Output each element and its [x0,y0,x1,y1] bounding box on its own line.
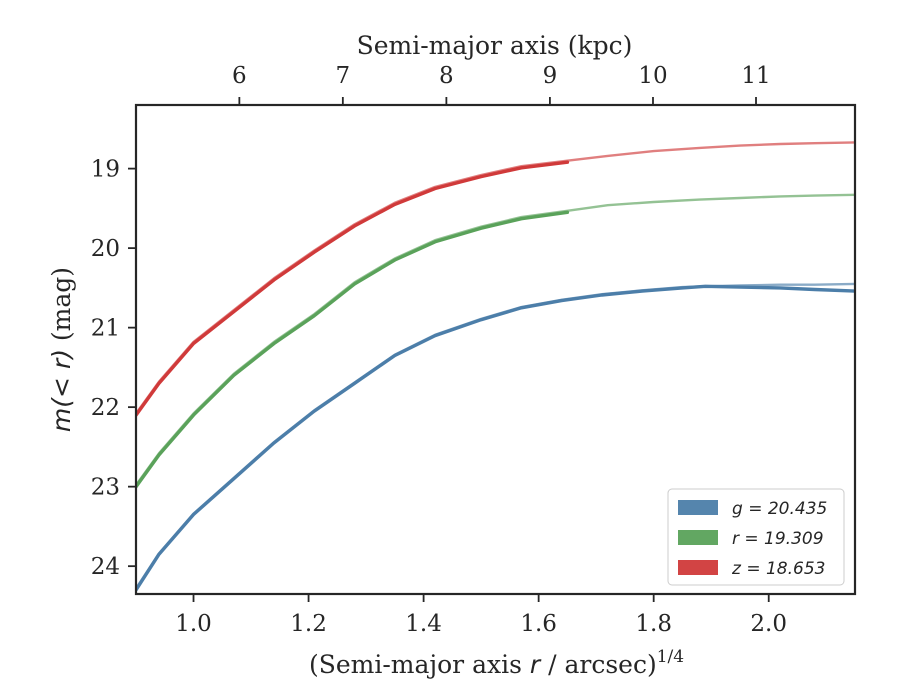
x-axis-title-prefix: (Semi-major axis [309,650,530,679]
y-tick-label: 21 [91,316,120,342]
fit-line-r [136,193,855,486]
legend: g = 20.435 r = 19.309 z = 18.653 [667,488,845,586]
top-x-tick-label: 6 [232,63,247,89]
top-x-axis: 6 7 8 9 10 11 [232,63,771,105]
x-axis-title: (Semi-major axis r / arcsec)1/4 [309,647,684,679]
top-x-tick-label: 8 [439,63,454,89]
x-tick-label: 1.4 [405,611,442,637]
top-x-tick-label: 11 [741,63,770,89]
legend-label-z: z = 18.653 [731,559,825,579]
data-lines-layer [136,160,855,592]
top-x-tick-label: 10 [638,63,667,89]
top-x-tick-label: 9 [543,63,558,89]
y-tick-label: 20 [91,236,120,262]
legend-label-g: g = 20.435 [732,499,827,519]
y-tick-label: 24 [91,554,120,580]
y-tick-label: 19 [91,157,120,183]
x-tick-label: 1.2 [290,611,327,637]
x-axis-title-var: r [530,650,542,679]
series-line-z [136,160,570,417]
x-axis-title-suffix: / arcsec) [540,650,657,679]
legend-swatch-z [678,560,718,575]
x-tick-label: 1.6 [520,611,557,637]
bottom-x-axis: 1.0 1.2 1.4 1.6 1.8 2.0 [175,594,787,637]
top-x-tick-label: 7 [336,63,351,89]
y-axis-title-units: (mag) [47,267,76,349]
legend-label-r: r = 19.309 [732,529,824,549]
top-x-axis-title: Semi-major axis (kpc) [357,31,633,60]
plot-frame [134,103,857,596]
series-line-r [136,210,570,489]
legend-swatch-r [678,530,718,545]
x-tick-label: 1.8 [635,611,672,637]
x-axis-title-sup: 1/4 [657,647,684,667]
fit-line-z [136,141,855,415]
y-tick-label: 22 [91,395,120,421]
legend-swatch-g [678,500,718,515]
y-axis-title-math: m(< r) [47,349,76,432]
x-tick-label: 2.0 [750,611,787,637]
series-line-g [136,284,855,592]
y-tick-label: 23 [91,475,120,501]
y-axis-title: m(< r) (mag) [47,267,76,432]
x-tick-label: 1.0 [175,611,212,637]
left-y-axis: 19 20 21 22 23 24 [91,157,136,580]
